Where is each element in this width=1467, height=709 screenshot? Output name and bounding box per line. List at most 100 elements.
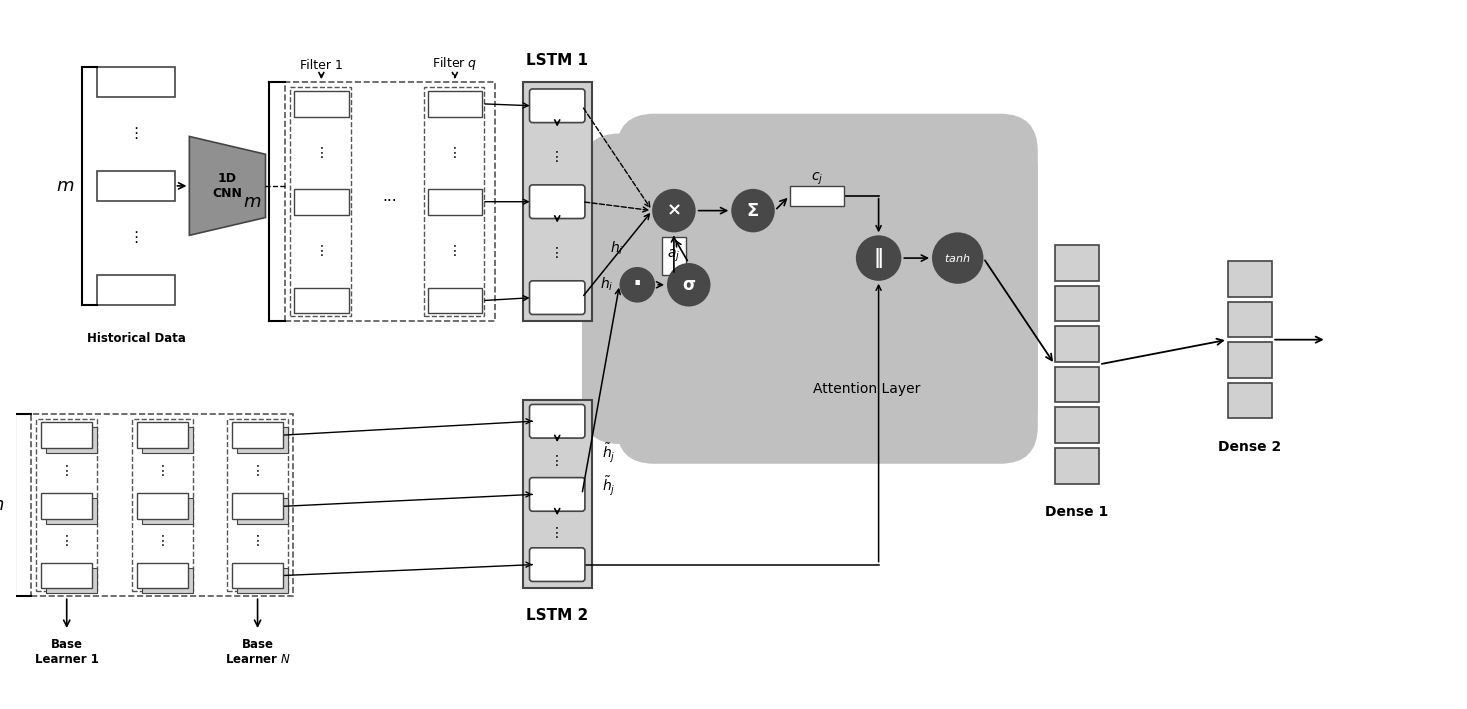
Text: Dense 2: Dense 2	[1218, 440, 1282, 454]
Bar	[1055, 448, 1099, 484]
FancyBboxPatch shape	[530, 548, 585, 581]
Bar	[41, 493, 92, 519]
Text: $h_i$: $h_i$	[600, 276, 613, 294]
Circle shape	[855, 235, 901, 281]
Text: ·: ·	[632, 272, 643, 296]
Bar	[1228, 383, 1272, 418]
Text: $m$: $m$	[56, 177, 73, 195]
Text: $\tilde{h}_j$: $\tilde{h}_j$	[601, 474, 615, 497]
Bar	[522, 401, 591, 588]
FancyBboxPatch shape	[530, 478, 585, 511]
Bar	[236, 428, 288, 453]
Bar	[97, 67, 175, 97]
Text: Base
Learner $N$: Base Learner $N$	[224, 638, 290, 666]
Text: ⋮: ⋮	[447, 146, 462, 160]
Bar	[97, 275, 175, 305]
Text: ⋮: ⋮	[251, 534, 264, 548]
Bar	[142, 568, 194, 593]
Bar	[236, 568, 288, 593]
Text: Dense 1: Dense 1	[1046, 506, 1109, 519]
Bar	[1055, 367, 1099, 403]
Text: Historical Data: Historical Data	[87, 333, 185, 345]
Text: $a_j$: $a_j$	[667, 248, 681, 264]
Text: ⋮: ⋮	[251, 464, 264, 478]
Text: ‖: ‖	[874, 248, 883, 268]
Bar	[236, 498, 288, 524]
FancyBboxPatch shape	[582, 133, 1037, 444]
Bar	[136, 563, 188, 588]
Text: ⋮: ⋮	[128, 126, 144, 142]
Text: σ: σ	[682, 276, 695, 294]
Bar	[522, 82, 591, 321]
FancyBboxPatch shape	[530, 281, 585, 315]
Bar	[1055, 286, 1099, 321]
Bar	[136, 493, 188, 519]
Bar	[45, 568, 97, 593]
Bar	[227, 419, 288, 591]
Polygon shape	[189, 136, 266, 235]
Text: Filter $q$: Filter $q$	[433, 55, 478, 72]
Bar	[295, 288, 349, 313]
Text: ⋮: ⋮	[314, 244, 329, 258]
Text: 1D
CNN: 1D CNN	[213, 172, 242, 200]
Bar	[232, 493, 283, 519]
Bar	[1228, 261, 1272, 296]
Text: $h_i$: $h_i$	[610, 240, 623, 257]
Text: ⋮: ⋮	[156, 464, 170, 478]
Bar	[285, 82, 494, 321]
Circle shape	[731, 189, 775, 233]
Bar	[41, 563, 92, 588]
Circle shape	[619, 267, 656, 303]
Text: Base
Learner 1: Base Learner 1	[35, 638, 98, 666]
Bar	[1055, 408, 1099, 443]
Text: ⋮: ⋮	[550, 245, 565, 259]
Bar	[136, 423, 188, 448]
Text: $\tilde{h}_j$: $\tilde{h}_j$	[601, 442, 615, 464]
Bar	[1228, 342, 1272, 378]
Bar	[142, 498, 194, 524]
Text: ⋮: ⋮	[156, 534, 170, 548]
Bar	[424, 87, 484, 316]
Bar	[45, 498, 97, 524]
Bar	[789, 186, 844, 206]
Text: ⋮: ⋮	[550, 150, 565, 164]
Bar	[1228, 301, 1272, 337]
Text: $c_j$: $c_j$	[811, 171, 823, 187]
Circle shape	[653, 189, 695, 233]
Text: ⋮: ⋮	[550, 525, 565, 540]
FancyBboxPatch shape	[530, 185, 585, 218]
Bar	[41, 423, 92, 448]
Text: ⋮: ⋮	[550, 454, 565, 468]
Bar	[428, 288, 483, 313]
Bar	[1055, 245, 1099, 281]
Bar	[290, 87, 351, 316]
Bar	[45, 428, 97, 453]
Bar	[132, 419, 194, 591]
FancyBboxPatch shape	[530, 89, 585, 123]
FancyBboxPatch shape	[616, 113, 1037, 464]
Text: ⋮: ⋮	[60, 464, 73, 478]
Bar	[232, 423, 283, 448]
Text: ⋮: ⋮	[60, 534, 73, 548]
Text: LSTM 1: LSTM 1	[527, 53, 588, 68]
Text: Σ: Σ	[747, 201, 760, 220]
Text: ⋮: ⋮	[128, 230, 144, 245]
Bar	[295, 189, 349, 215]
Bar	[662, 238, 685, 275]
Text: Attention Layer: Attention Layer	[813, 381, 920, 396]
Bar	[142, 428, 194, 453]
Text: $m$: $m$	[244, 193, 261, 211]
Bar	[295, 91, 349, 117]
Text: $n$: $n$	[0, 496, 4, 514]
Bar	[232, 563, 283, 588]
Bar	[31, 414, 293, 596]
Circle shape	[932, 233, 983, 284]
Bar	[1055, 326, 1099, 362]
Text: Filter 1: Filter 1	[299, 59, 343, 72]
Bar	[37, 419, 97, 591]
Text: ···: ···	[383, 194, 398, 209]
Text: ⋮: ⋮	[447, 244, 462, 258]
Bar	[97, 171, 175, 201]
Text: $tanh$: $tanh$	[945, 252, 971, 264]
Circle shape	[667, 263, 710, 306]
